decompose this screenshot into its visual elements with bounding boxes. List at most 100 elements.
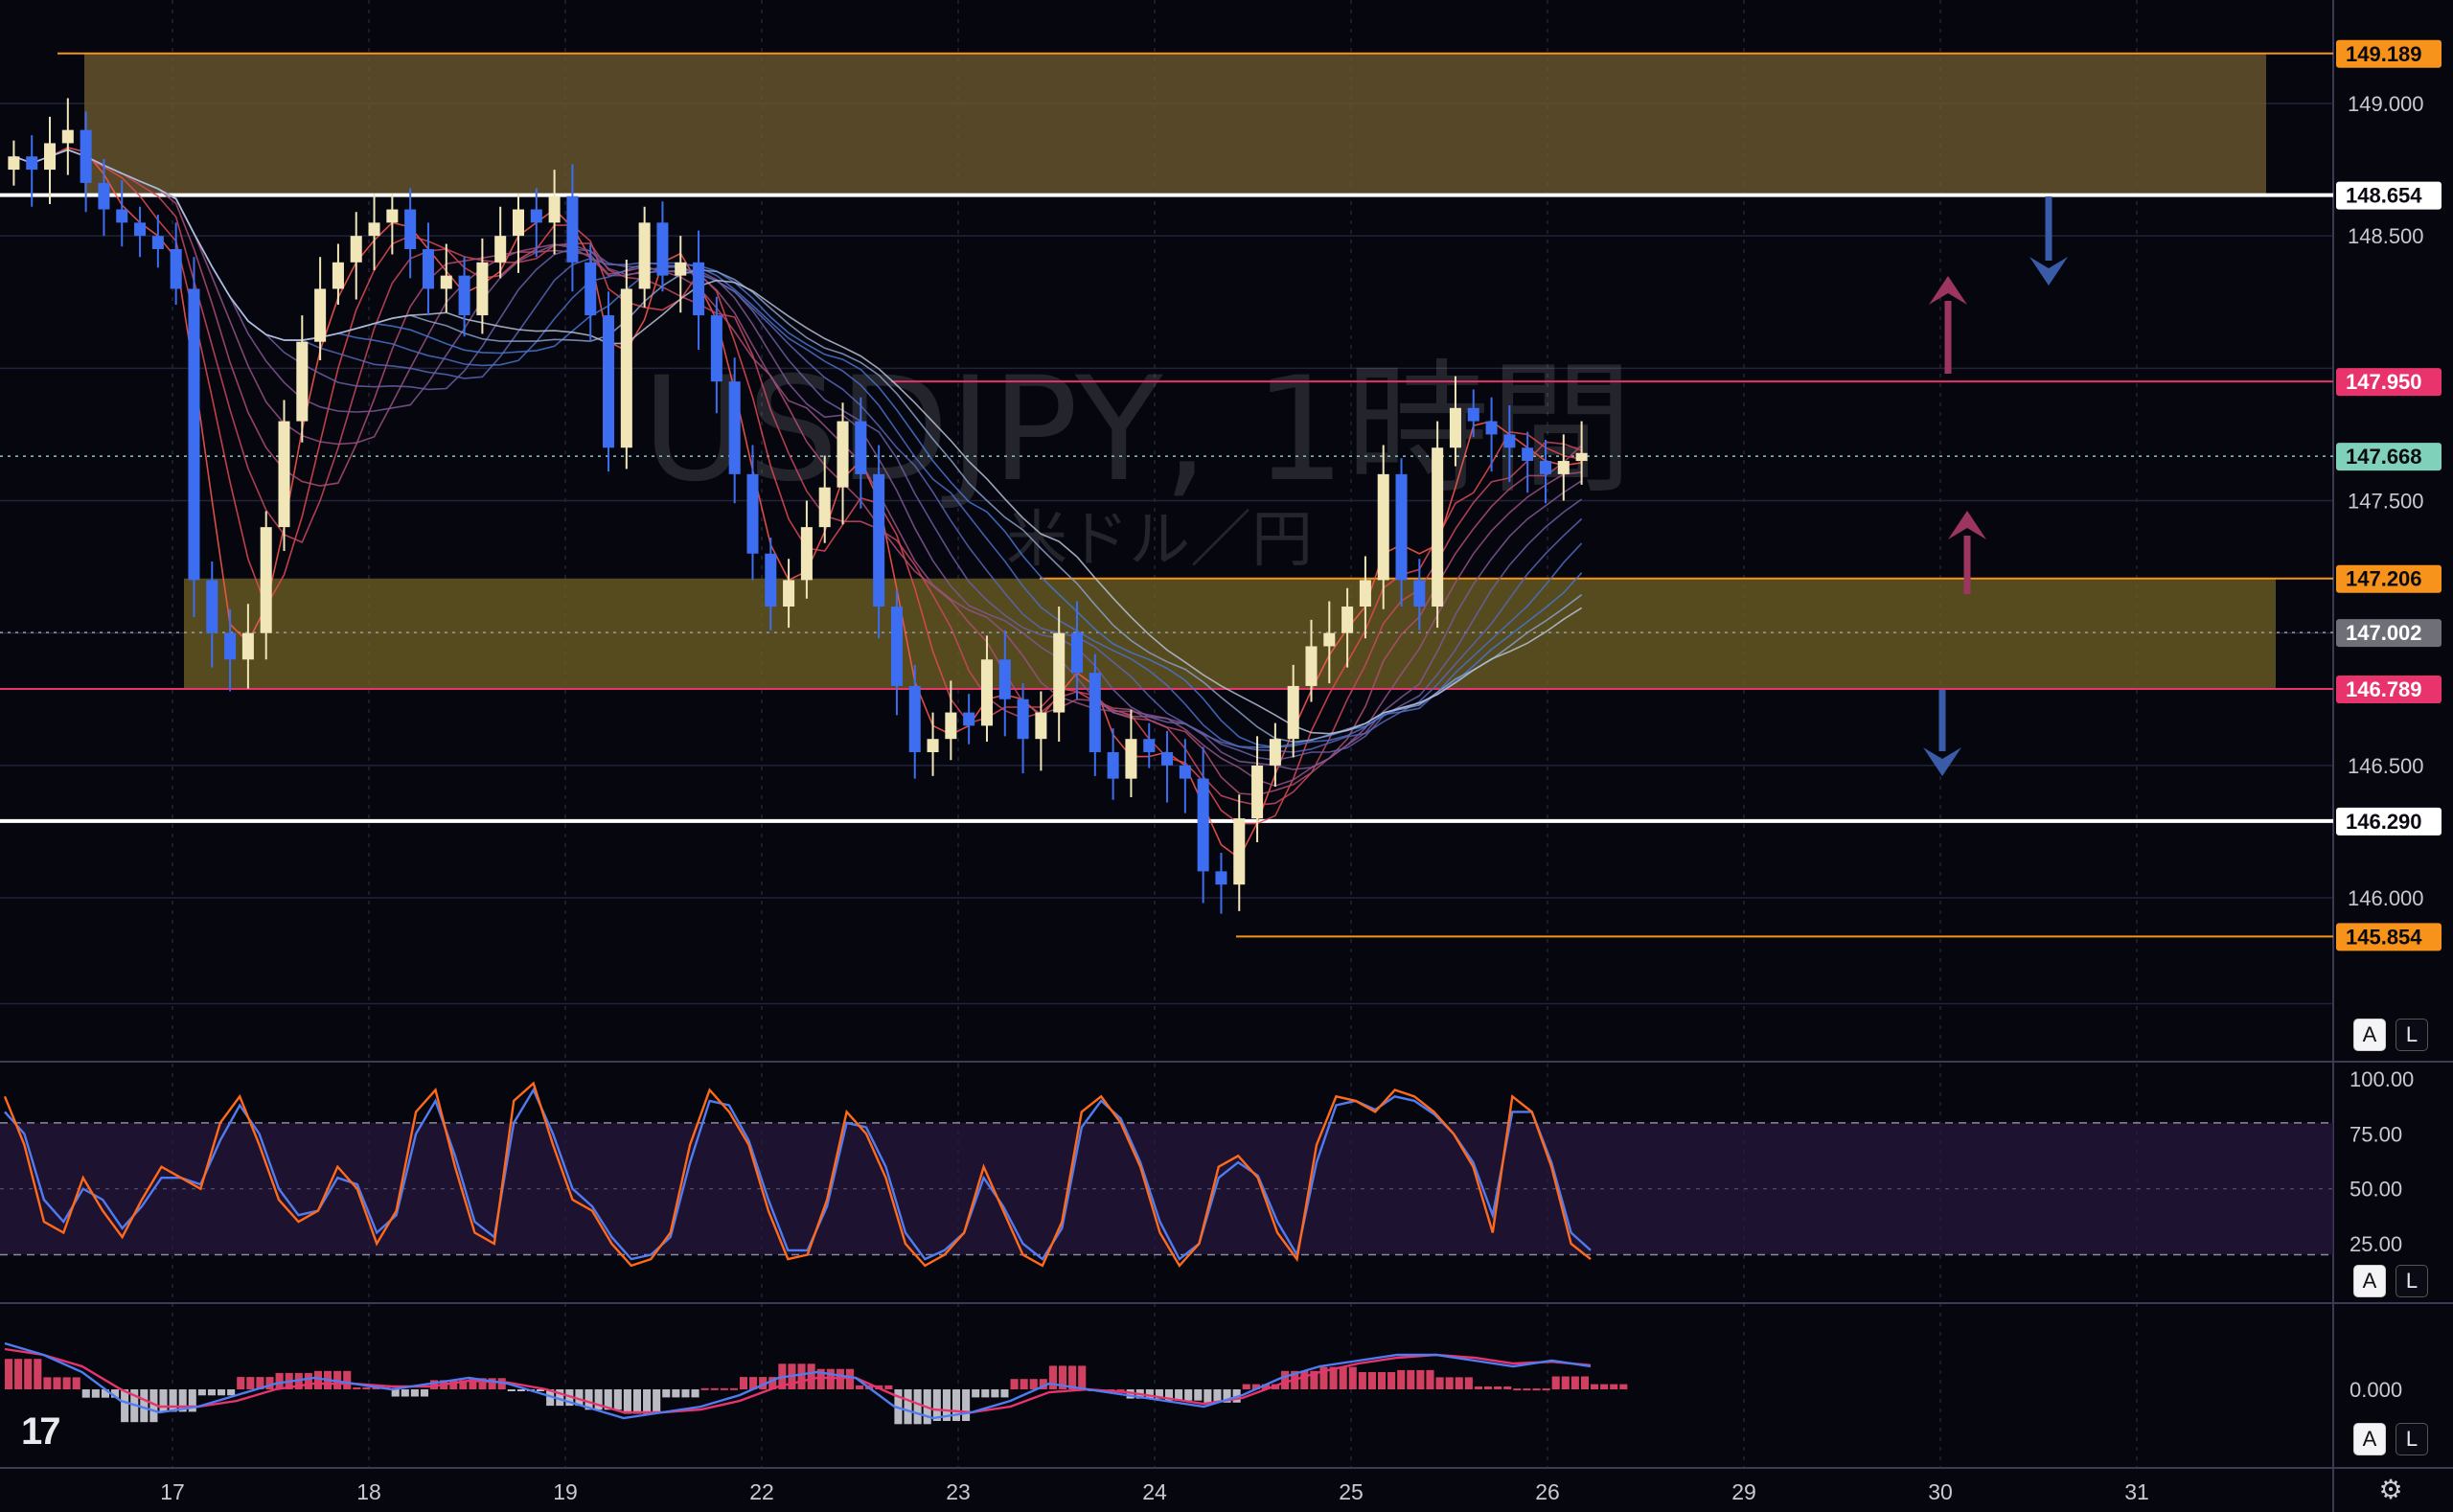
candle-body [1539,461,1552,474]
candle-body [530,209,542,223]
candle-body [1503,434,1516,448]
candle-body [332,262,344,289]
candle-body [98,182,110,210]
macd-histogram-bar [972,1389,980,1398]
time-axis[interactable]: 17 18 19 22 23 24 25 26 29 30 31 [160,1479,2149,1504]
log-scale-button-main[interactable]: L [2396,1019,2428,1051]
candle-body [855,421,867,474]
macd-histogram-bar [1164,1389,1174,1401]
arrow-down-lower [1923,690,1961,776]
macd-histogram-bar [14,1359,23,1389]
macd-histogram-bar [1261,1384,1270,1389]
candle-body [80,129,92,183]
macd-histogram-bar [1600,1384,1609,1389]
macd-histogram-bar [237,1377,245,1389]
stochastic-panel [0,1081,2333,1268]
candle-body [1089,673,1101,753]
macd-histogram-bar [159,1389,168,1412]
auto-scale-button-main[interactable]: A [2353,1019,2386,1051]
candles [8,98,1588,914]
macd-histogram-bar [1348,1366,1357,1389]
macd-histogram-bar [1397,1369,1406,1389]
macd-histogram-bar [797,1363,806,1389]
macd-histogram-bar [1387,1372,1396,1389]
price-axis[interactable]: 146.000 146.500 147.500 148.500 149.000 149.1… [2336,39,2442,1402]
macd-histogram-bar [904,1389,912,1425]
macd-histogram-bar [1435,1377,1444,1389]
x-tick-label: 29 [1731,1479,1756,1504]
macd-histogram-bar [662,1389,671,1398]
candle-body [151,236,164,249]
macd-histogram-bar [1058,1365,1067,1389]
macd-histogram-bar [1048,1365,1057,1389]
candle-body [188,288,200,581]
macd-histogram-bar [845,1368,855,1389]
level-lines [0,52,2333,938]
macd-histogram-bar [739,1377,748,1389]
macd-histogram-bar [1494,1386,1502,1389]
log-scale-button-stoch[interactable]: L [2396,1265,2428,1297]
arrow-down-upper [2029,196,2068,286]
upper-resistance-zone [84,53,2266,195]
macd-histogram-bar [410,1389,419,1397]
x-tick-label: 30 [1928,1479,1953,1504]
macd-histogram-bar [720,1387,728,1390]
candle-body [1070,632,1084,674]
candle-body [620,288,632,448]
stoch-k-line [3,1081,1592,1268]
candle-body [1341,607,1354,633]
candle-body [1395,473,1408,581]
candle-body [260,527,272,633]
candle-body [980,659,993,726]
candle-body [693,262,705,316]
candle-body [116,209,128,223]
gear-icon[interactable]: ⚙ [2378,1475,2403,1504]
middle-zone [184,578,2276,689]
candle-body [1035,712,1047,740]
candle-body [603,315,615,448]
candle-body [386,209,399,223]
tradingview-logo[interactable]: 17 [21,1410,60,1453]
x-tick-label: 25 [1339,1479,1364,1504]
macd-histogram-bar [1445,1377,1454,1389]
candle-body [963,712,975,726]
price-label-text: 147.002 [2346,621,2422,645]
price-label-bg [2336,675,2442,703]
macd-histogram-bar [1029,1379,1038,1389]
candle-body [1161,752,1174,766]
price-label-text: 147.950 [2346,370,2422,394]
log-scale-button-macd[interactable]: L [2396,1423,2428,1455]
macd-histogram-bar [1145,1389,1154,1399]
macd-histogram-bar [1513,1388,1522,1391]
macd-histogram-bar [1251,1384,1260,1389]
x-tick-label: 24 [1142,1479,1167,1504]
macd-histogram-bar [5,1359,13,1389]
macd-histogram-bar [816,1368,825,1389]
x-tick-label: 31 [2124,1479,2149,1504]
chart-watermark-subtitle: 米ドル／円 [1006,505,1313,576]
macd-histogram-bar [1358,1372,1366,1389]
price-label-text: 149.189 [2346,42,2422,66]
macd-histogram-bar [556,1389,564,1407]
candle-body [890,607,903,686]
macd-histogram-bar [1223,1389,1231,1403]
macd-histogram-bar [1416,1369,1425,1389]
candle-body [1197,778,1209,872]
ma-line [13,149,1582,825]
macd-histogram-bar [313,1370,323,1389]
macd-histogram-bar [91,1389,100,1398]
macd-histogram-bar [401,1389,409,1397]
macd-histogram-bar [53,1377,61,1389]
macd-histogram-bar [140,1389,149,1423]
macd-histogram-bar [1184,1389,1193,1401]
price-label-bg [2336,443,2442,471]
price-label: 148.654 [2336,181,2442,210]
price-label: 146.290 [2336,807,2442,836]
candle-body [1377,473,1389,581]
auto-scale-button-macd[interactable]: A [2353,1423,2386,1455]
candle-body [494,236,507,263]
macd-histogram-bar [1542,1388,1550,1391]
auto-scale-button-stoch[interactable]: A [2353,1265,2386,1297]
